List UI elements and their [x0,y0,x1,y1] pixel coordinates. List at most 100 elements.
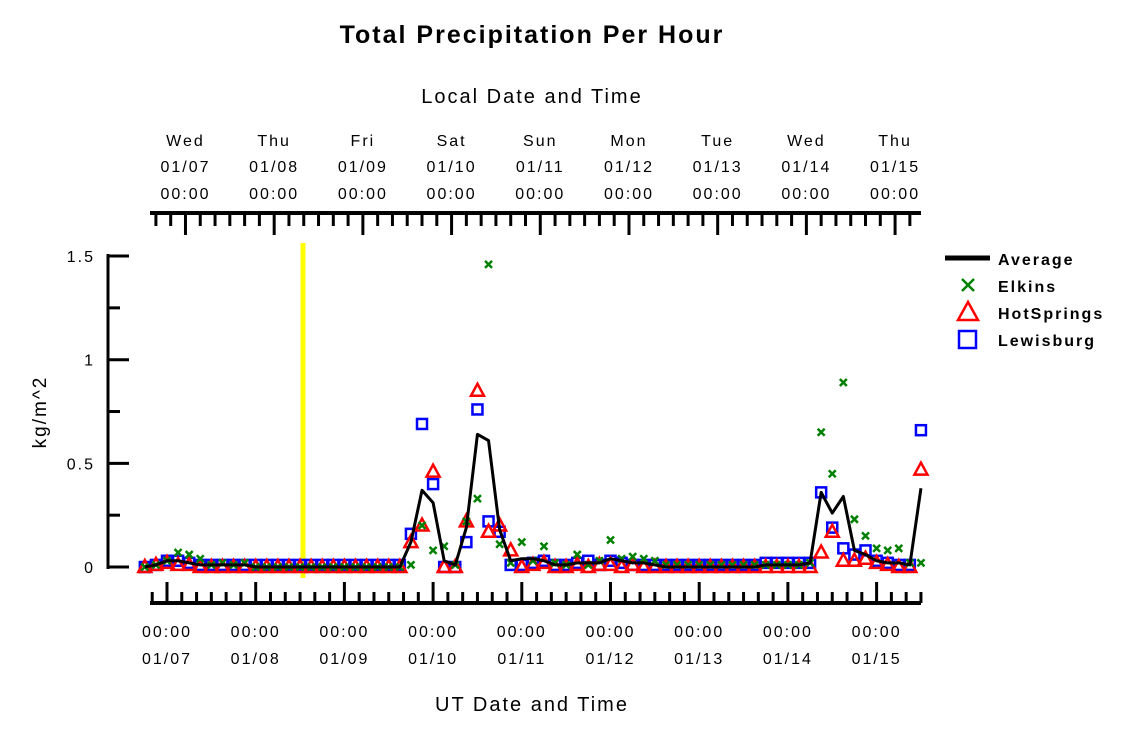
elkins-point-stroke [639,554,649,564]
top-tick-label-date: 01/15 [870,159,920,176]
elkins-point [484,259,493,269]
top-tick-label-time: 00:00 [338,186,388,203]
elkins-point-stroke [184,550,194,559]
hotsprings-point [635,557,653,574]
elkins-point [872,543,881,553]
top-tick-label-time: 00:00 [870,186,920,203]
top-tick-label-time: 00:00 [693,186,743,203]
legend-label: Lewisburg [998,333,1096,350]
elkins-point [838,378,848,387]
top-tick-label-day: Tue [701,133,734,150]
x-tick-label-date: 01/12 [585,651,635,668]
chart-title: Total Precipitation Per Hour [340,21,725,49]
top-tick-label-date: 01/08 [249,159,299,176]
top-tick-label-day: Thu [878,133,912,150]
hotsprings-point [845,551,864,568]
average-line [144,432,923,569]
elkins-point [883,546,893,555]
hotsprings-point [402,532,420,549]
top-tick-label-date: 01/14 [781,159,831,176]
lewisburg-point [914,423,928,437]
top-tick-label-date: 01/11 [516,159,565,176]
legend-x-icon [961,278,975,292]
elkins-point [894,543,904,553]
top-tick-label-day: Sat [437,133,467,150]
top-tick-label-time: 00:00 [160,186,210,203]
top-tick-label-time: 00:00 [781,186,831,203]
legend-label: Average [998,252,1075,269]
hotsprings-point [612,557,631,574]
elkins-point-stroke [473,494,482,503]
elkins-point [850,514,859,524]
top-tick-label-day: Thu [257,133,291,150]
elkins-point [473,494,482,503]
top-tick-label-date: 01/13 [693,159,743,176]
lewisburg-point [426,477,440,491]
elkins-point [406,560,416,570]
hotsprings-point [912,459,930,476]
legend-square-icon [957,329,978,350]
elkins-point-stroke [495,539,505,549]
x-tick-label-date: 01/11 [497,651,546,668]
hotsprings-point [435,557,453,574]
lewisburg-point [471,403,484,416]
elkins-point-stroke [428,546,438,555]
legend-item-hotsprings: HotSprings [955,299,1104,323]
elkins-point [428,546,438,555]
elkins-point-stroke [850,514,859,524]
elkins-point [572,550,582,559]
elkins-point [417,521,427,530]
top-tick-label-date: 01/07 [160,159,210,176]
elkins-point-stroke [883,546,893,555]
x-axis-title: UT Date and Time [435,694,629,716]
top-tick-label-day: Mon [610,133,647,150]
hotsprings-point [890,557,908,574]
elkins-point-stroke [827,469,837,479]
hotsprings-point [513,557,531,574]
top-axis-title: Local Date and Time [421,86,642,108]
elkins-point-stroke [572,550,582,559]
x-tick-label-date: 01/15 [852,651,902,668]
x-tick-label-time: 00:00 [497,624,547,641]
legend-label: Elkins [998,279,1057,296]
elkins-point-stroke [894,543,904,553]
series-lewisburg [138,403,928,574]
top-tick-label-date: 01/09 [338,159,388,176]
x-tick-label-date: 01/13 [674,651,724,668]
y-tick-label: 0.5 [67,456,95,473]
y-tick-label: 1.5 [67,249,95,266]
hotsprings-point [424,462,442,478]
elkins-point [173,548,183,557]
elkins-point [916,558,926,568]
elkins-point [184,550,194,559]
x-tick-label-time: 00:00 [231,624,281,641]
hotsprings-point [823,522,841,539]
elkins-point-stroke [195,554,205,564]
y-tick-label: 0 [84,560,95,577]
top-tick-label-day: Sun [523,133,557,150]
legend-triangle-icon [955,299,981,322]
hotsprings-point [812,542,830,559]
hotsprings-point [834,551,852,568]
series-elkins [140,259,926,572]
elkins-point [816,427,826,437]
legend-label: HotSprings [998,306,1104,323]
top-tick-label-day: Wed [787,133,826,150]
x-tick-label-time: 00:00 [142,624,192,641]
top-tick-label-time: 00:00 [249,186,299,203]
top-tick-label-time: 00:00 [604,186,654,203]
top-tick-label-date: 01/12 [604,159,654,176]
elkins-point [606,535,615,545]
elkins-point [861,531,870,541]
y-axis-title: kg/m^2 [30,376,51,449]
elkins-point-stroke [628,552,638,562]
x-tick-label-date: 01/09 [319,651,369,668]
legend-item-lewisburg: Lewisburg [957,329,1096,350]
x-tick-label-date: 01/08 [231,651,281,668]
hotsprings-point [468,381,487,398]
hotsprings-point [413,515,431,532]
elkins-point-stroke [606,535,615,545]
hotsprings-point [579,557,597,574]
hotsprings-point [446,557,464,574]
